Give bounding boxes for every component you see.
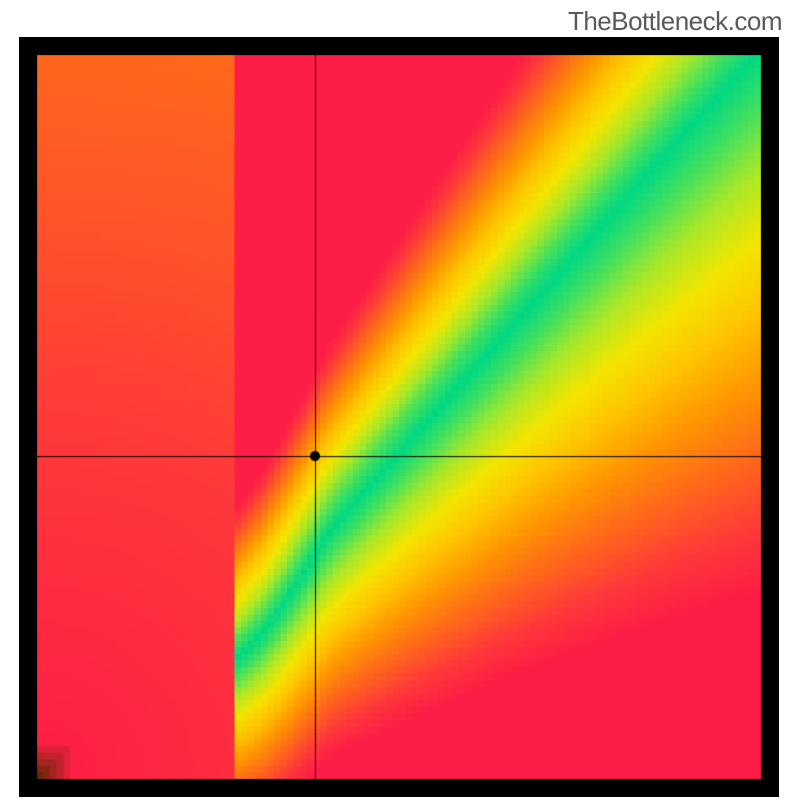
plot-frame bbox=[19, 37, 779, 797]
watermark-text: TheBottleneck.com bbox=[568, 6, 782, 37]
chart-container: { "watermark": "TheBottleneck.com", "wat… bbox=[0, 0, 800, 800]
heatmap-canvas bbox=[37, 55, 761, 779]
